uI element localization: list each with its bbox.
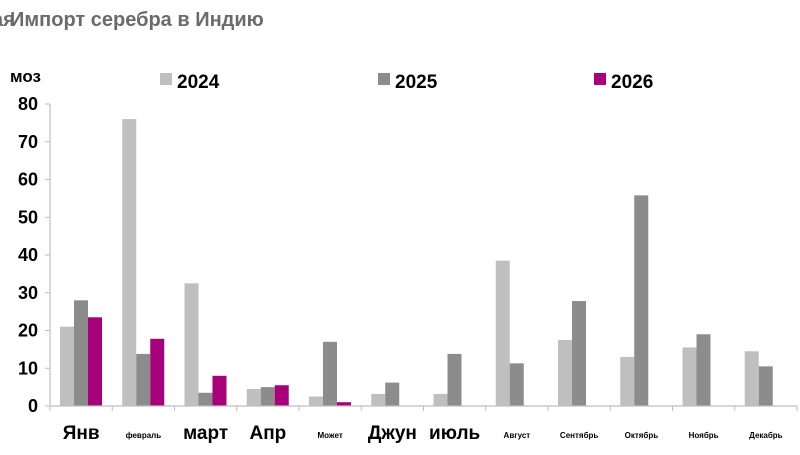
bars [60, 119, 773, 406]
x-tick-label: февраль [126, 431, 162, 440]
x-tick-label: март [183, 423, 228, 444]
legend-label-2025: 2025 [395, 72, 438, 93]
bar-2024-март [184, 283, 199, 406]
y-axis: 0 10 20 30 40 50 60 70 80 [18, 94, 51, 416]
bar-2025-Ноябрь [696, 334, 711, 406]
bar-2025-Может [323, 341, 337, 406]
x-tick-label: Янв [63, 423, 100, 444]
bar-2024-Ноябрь [682, 347, 697, 406]
y-tick-label: 60 [18, 170, 38, 190]
legend-swatch-2025 [378, 73, 390, 85]
legend-label-2024: 2024 [177, 72, 220, 93]
bar-2024-июль [433, 393, 448, 406]
x-tick-label: Сентябрь [560, 431, 598, 440]
y-tick-label: 50 [18, 207, 38, 227]
chart-title-prefix: ая [0, 9, 15, 31]
bar-2026-Янв [88, 317, 102, 406]
bar-2024-Может [309, 396, 323, 406]
legend-swatch-2026 [594, 73, 606, 85]
bar-2025-Янв [74, 300, 88, 406]
bar-2026-март [212, 375, 227, 406]
x-tick-label: Октябрь [625, 431, 659, 440]
bar-2024-Янв [60, 326, 74, 406]
bar-2025-Апр [260, 387, 275, 406]
x-tick-label: Август [504, 431, 531, 440]
x-tick-label: Джун [368, 423, 417, 444]
bar-2024-Сентябрь [558, 339, 572, 406]
bar-2025-Август [509, 363, 524, 406]
y-axis-label: моз [10, 67, 41, 86]
y-tick-label: 80 [18, 94, 38, 114]
y-tick-label: 0 [28, 396, 38, 416]
legend-label-2026: 2026 [611, 72, 653, 93]
bar-2025-Джун [385, 382, 400, 406]
y-tick-label: 10 [18, 358, 38, 378]
x-tick-label: Ноябрь [689, 431, 719, 440]
x-tick-label: Может [317, 431, 342, 440]
x-tick-label: Декабрь [749, 431, 783, 440]
bar-2025-Октябрь [634, 195, 649, 406]
bar-2025-март [198, 392, 213, 406]
bar-2026-Может [337, 402, 351, 406]
bar-2024-Август [495, 260, 510, 406]
x-tick-label: Апр [249, 423, 286, 444]
bar-2024-февраль [122, 119, 137, 406]
y-tick-label: 40 [18, 245, 38, 265]
bar-2026-Апр [274, 385, 289, 406]
y-tick-label: 20 [18, 321, 38, 341]
chart-title: Импорт серебра в Индию [10, 9, 264, 31]
legend: 2024 2025 2026 [160, 72, 653, 93]
x-tick-label: июль [429, 423, 480, 444]
bar-2026-февраль [150, 338, 165, 406]
bar-2024-Джун [371, 393, 386, 406]
bar-2025-февраль [136, 353, 151, 406]
y-tick-label: 30 [18, 283, 38, 303]
y-tick-label: 70 [18, 132, 38, 152]
x-axis: Янв февраль март Апр Может Джун июль Август Сент… [49, 405, 798, 444]
bar-2025-июль [447, 353, 462, 406]
bar-2024-Октябрь [620, 356, 635, 406]
bar-2025-Декабрь [758, 366, 773, 406]
legend-swatch-2024 [160, 73, 172, 85]
bar-2024-Апр [246, 389, 261, 406]
bar-2025-Сентябрь [572, 301, 586, 406]
bar-2024-Декабрь [744, 351, 759, 406]
